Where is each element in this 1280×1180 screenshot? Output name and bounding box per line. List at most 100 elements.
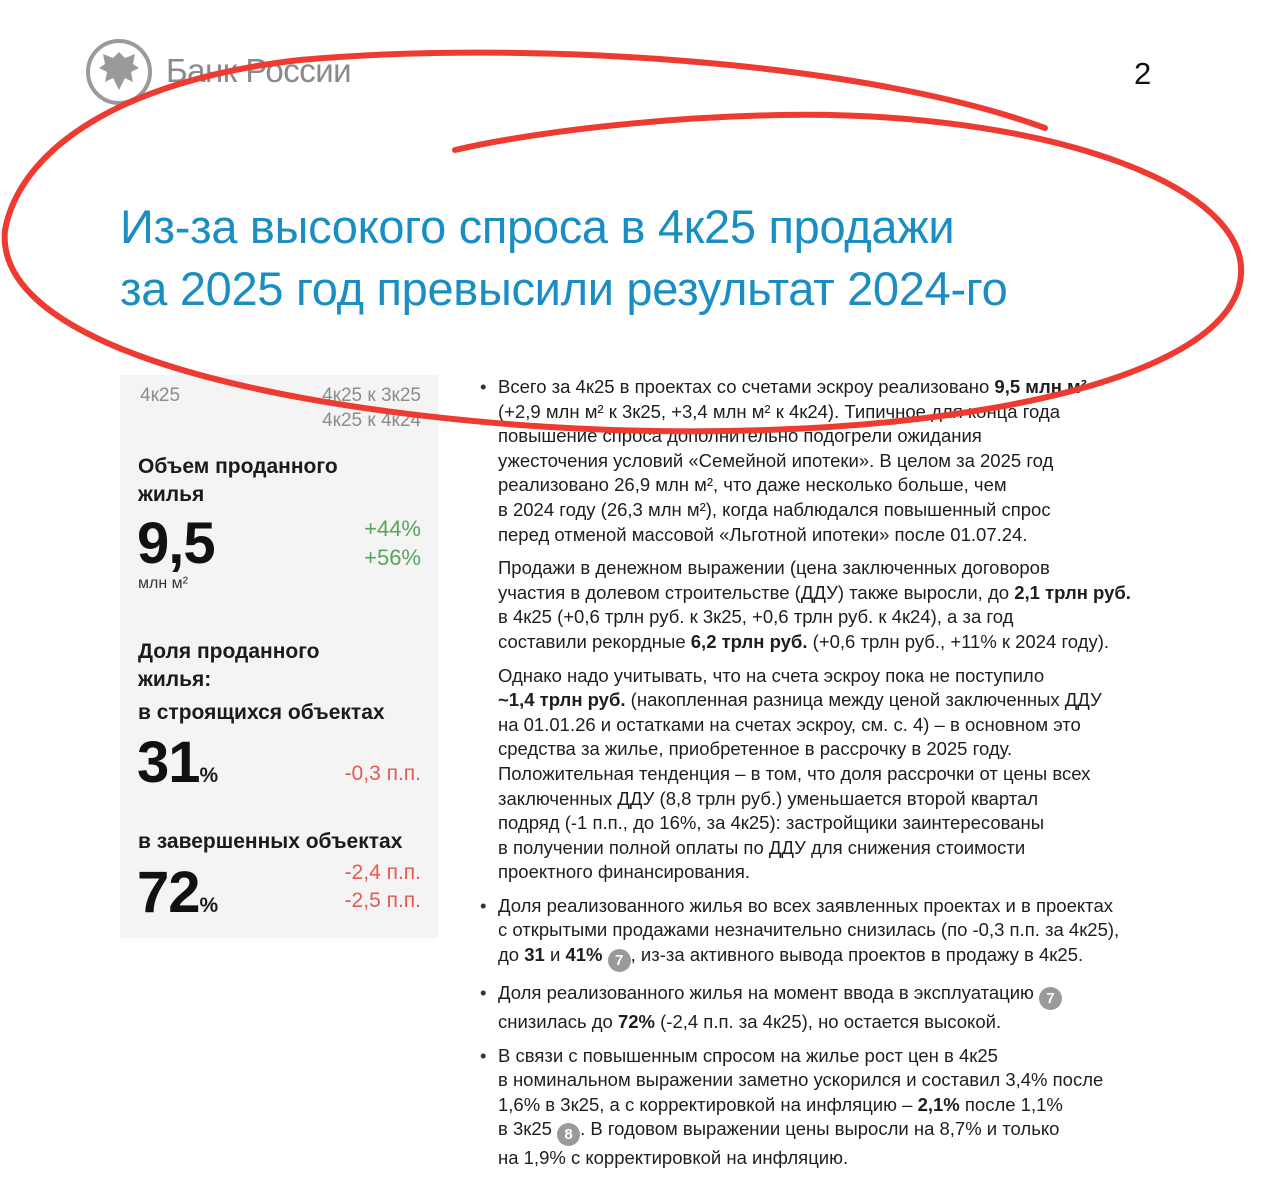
value-number: 31 <box>137 730 201 795</box>
completed-label: в завершенных объектах <box>138 830 403 853</box>
text: перед отменой массовой «Льготной ипотеки… <box>498 523 1028 545</box>
text-line: в 2024 году (26,3 млн м²), когда наблюда… <box>498 498 1210 523</box>
text: снизилась до <box>498 1011 618 1033</box>
text: в получении полной оплаты по ДДУ для сни… <box>498 836 1026 858</box>
text-line: Однако надо учитывать, что на счета эскр… <box>498 664 1210 689</box>
text: участия в долевом строительстве (ДДУ) та… <box>498 581 1015 603</box>
bold-text: 72% <box>617 1011 655 1033</box>
text: повышение спроса дополнительно подогрели… <box>498 425 982 447</box>
text-line: перед отменой массовой «Льготной ипотеки… <box>498 523 1210 548</box>
paragraph: Однако надо учитывать, что на счета эскр… <box>480 664 1210 885</box>
text-line: на 01.01.26 и остатками на счетах эскроу… <box>498 713 1210 738</box>
text-line: в номинальном выражении заметно ускорилс… <box>498 1068 1210 1093</box>
volume-yoy: +56% <box>364 545 421 570</box>
text: в номинальном выражении заметно ускорилс… <box>498 1069 1104 1091</box>
share-label-line: жилья: <box>138 668 212 691</box>
bank-logo <box>85 38 153 106</box>
bold-text: 41% <box>565 944 603 966</box>
bullet-paragraph: В связи с повышенным спросом на жилье ро… <box>480 1044 1210 1171</box>
bold-text: ~1,4 трлн руб. <box>498 689 626 711</box>
text: (+0,6 трлн руб., +11% к 2024 году). <box>807 630 1110 652</box>
bullet-paragraph: Доля реализованного жилья на момент ввод… <box>480 981 1210 1035</box>
text: с открытыми продажами незначительно сниз… <box>498 919 1120 941</box>
bold-text: 6,2 трлн руб. <box>690 630 808 652</box>
text: Однако надо учитывать, что на счета эскр… <box>498 664 1045 686</box>
text: Положительная тенденция – в том, что дол… <box>498 762 1091 784</box>
text-line: снизилась до 72% (-2,4 п.п. за 4к25), но… <box>498 1010 1210 1035</box>
text: подряд (-1 п.п., до 16%, за 4к25): застр… <box>498 812 1045 834</box>
bold-text: 2,1% <box>917 1093 960 1115</box>
text-line: в 3к25 8. В годовом выражении цены вырос… <box>498 1117 1210 1147</box>
page-number: 2 <box>1134 56 1152 91</box>
text-line: повышение спроса дополнительно подогрели… <box>498 424 1210 449</box>
text <box>602 944 607 965</box>
text: после 1,1% <box>959 1093 1063 1115</box>
col-header-yoy: 4к25 к 4к24 <box>322 410 421 431</box>
text: (накопленная разница между ценой заключе… <box>625 689 1102 711</box>
text-line: (+2,9 млн м² к 3к25, +3,4 млн м² к 4к24)… <box>498 400 1210 425</box>
eagle-emblem-icon <box>86 39 152 105</box>
body-text: Всего за 4к25 в проектах со счетами эскр… <box>480 375 1210 1180</box>
text-line: средства за жилье, приобретенное в расср… <box>498 737 1210 762</box>
text: Продажи в денежном выражении (цена заклю… <box>498 557 1050 579</box>
bold-text: 2,1 трлн руб. <box>1014 581 1131 603</box>
text: реализовано 26,9 млн м², что даже нескол… <box>498 474 1007 496</box>
text: . В годовом выражении цены выросли на 8,… <box>580 1118 1060 1140</box>
text-line: В связи с повышенным спросом на жилье ро… <box>498 1044 1210 1069</box>
volume-unit: млн м² <box>138 575 188 592</box>
share-label-line: Доля проданного <box>138 640 320 663</box>
value-number: 72 <box>137 860 201 925</box>
bold-text: 9,5 млн м² <box>994 376 1087 397</box>
text-line: с открытыми продажами незначительно сниз… <box>498 918 1210 943</box>
text-line: участия в долевом строительстве (ДДУ) та… <box>498 581 1210 606</box>
text: составили рекордные <box>498 630 691 652</box>
bullet-paragraph: Доля реализованного жилья во всех заявле… <box>480 894 1210 973</box>
text: (-2,4 п.п. за 4к25), но остается высокой… <box>654 1011 1002 1033</box>
volume-qoq: +44% <box>364 516 421 541</box>
completed-value: 72% <box>137 859 218 926</box>
text-line: ~1,4 трлн руб. (накопленная разница межд… <box>498 688 1210 713</box>
share-label: Доля проданного жилья: <box>138 638 320 694</box>
chart-reference-badge: 7 <box>607 949 631 973</box>
text: средства за жилье, приобретенное в расср… <box>498 738 1013 760</box>
text: в 2024 году (26,3 млн м²), когда наблюда… <box>498 498 1051 520</box>
col-header-qoq: 4к25 к 3к25 <box>322 385 421 406</box>
col-header-current: 4к25 <box>140 385 181 406</box>
volume-label: Объем проданного жилья <box>138 453 338 509</box>
text-line: Продажи в денежном выражении (цена заклю… <box>498 556 1210 581</box>
text: В связи с повышенным спросом на жилье ро… <box>498 1044 998 1066</box>
text-line: реализовано 26,9 млн м², что даже нескол… <box>498 473 1210 498</box>
text-line: заключенных ДДУ (8,8 трлн руб.) уменьшае… <box>498 787 1210 812</box>
text: до <box>498 944 525 966</box>
text: на 01.01.26 и остатками на счетах эскроу… <box>498 713 1081 735</box>
text: Доля реализованного жилья на момент ввод… <box>498 982 1040 1004</box>
text: в 3к25 <box>498 1118 558 1140</box>
title-line: Из-за высокого спроса в 4к25 продажи <box>120 200 955 253</box>
text-line: на 1,9% с корректировкой на инфляцию. <box>498 1146 1210 1171</box>
text-line: подряд (-1 п.п., до 16%, за 4к25): застр… <box>498 811 1210 836</box>
text-line: ужесточения условий «Семейной ипотеки». … <box>498 449 1210 474</box>
volume-label-line: Объем проданного <box>138 455 338 478</box>
under-construction-label: в строящихся объектах <box>138 701 385 724</box>
bold-text: 31 <box>524 944 545 966</box>
under-construction-qoq: -0,3 п.п. <box>344 762 421 785</box>
volume-label-line: жилья <box>138 483 205 506</box>
text-line: 1,6% в 3к25, а с корректировкой на инфля… <box>498 1093 1210 1118</box>
text: (+2,9 млн м² к 3к25, +3,4 млн м² к 4к24)… <box>498 400 1061 422</box>
chart-reference-badge: 8 <box>557 1123 581 1147</box>
text-line: составили рекордные 6,2 трлн руб. (+0,6 … <box>498 630 1210 655</box>
text: проектного финансирования. <box>498 861 750 883</box>
text: 1,6% в 3к25, а с корректировкой на инфля… <box>498 1093 918 1115</box>
text-line: в получении полной оплаты по ДДУ для сни… <box>498 836 1210 861</box>
text-line: Всего за 4к25 в проектах со счетами эскр… <box>498 375 1210 400</box>
text: Доля реализованного жилья во всех заявле… <box>498 894 1113 916</box>
text-line: Положительная тенденция – в том, что дол… <box>498 762 1210 787</box>
value-percent: % <box>199 764 219 787</box>
page-title: Из-за высокого спроса в 4к25 продажи за … <box>120 196 1008 320</box>
text: ужесточения условий «Семейной ипотеки». … <box>498 449 1054 471</box>
text-line: до 31 и 41% 7, из-за активного вывода пр… <box>498 943 1210 973</box>
completed-yoy: -2,5 п.п. <box>344 889 421 912</box>
text-line: Доля реализованного жилья на момент ввод… <box>498 981 1210 1011</box>
key-metrics-panel: 4к25 4к25 к 3к25 4к25 к 4к24 Объем прода… <box>120 375 438 938</box>
text: , из-за активного вывода проектов в прод… <box>630 944 1084 966</box>
